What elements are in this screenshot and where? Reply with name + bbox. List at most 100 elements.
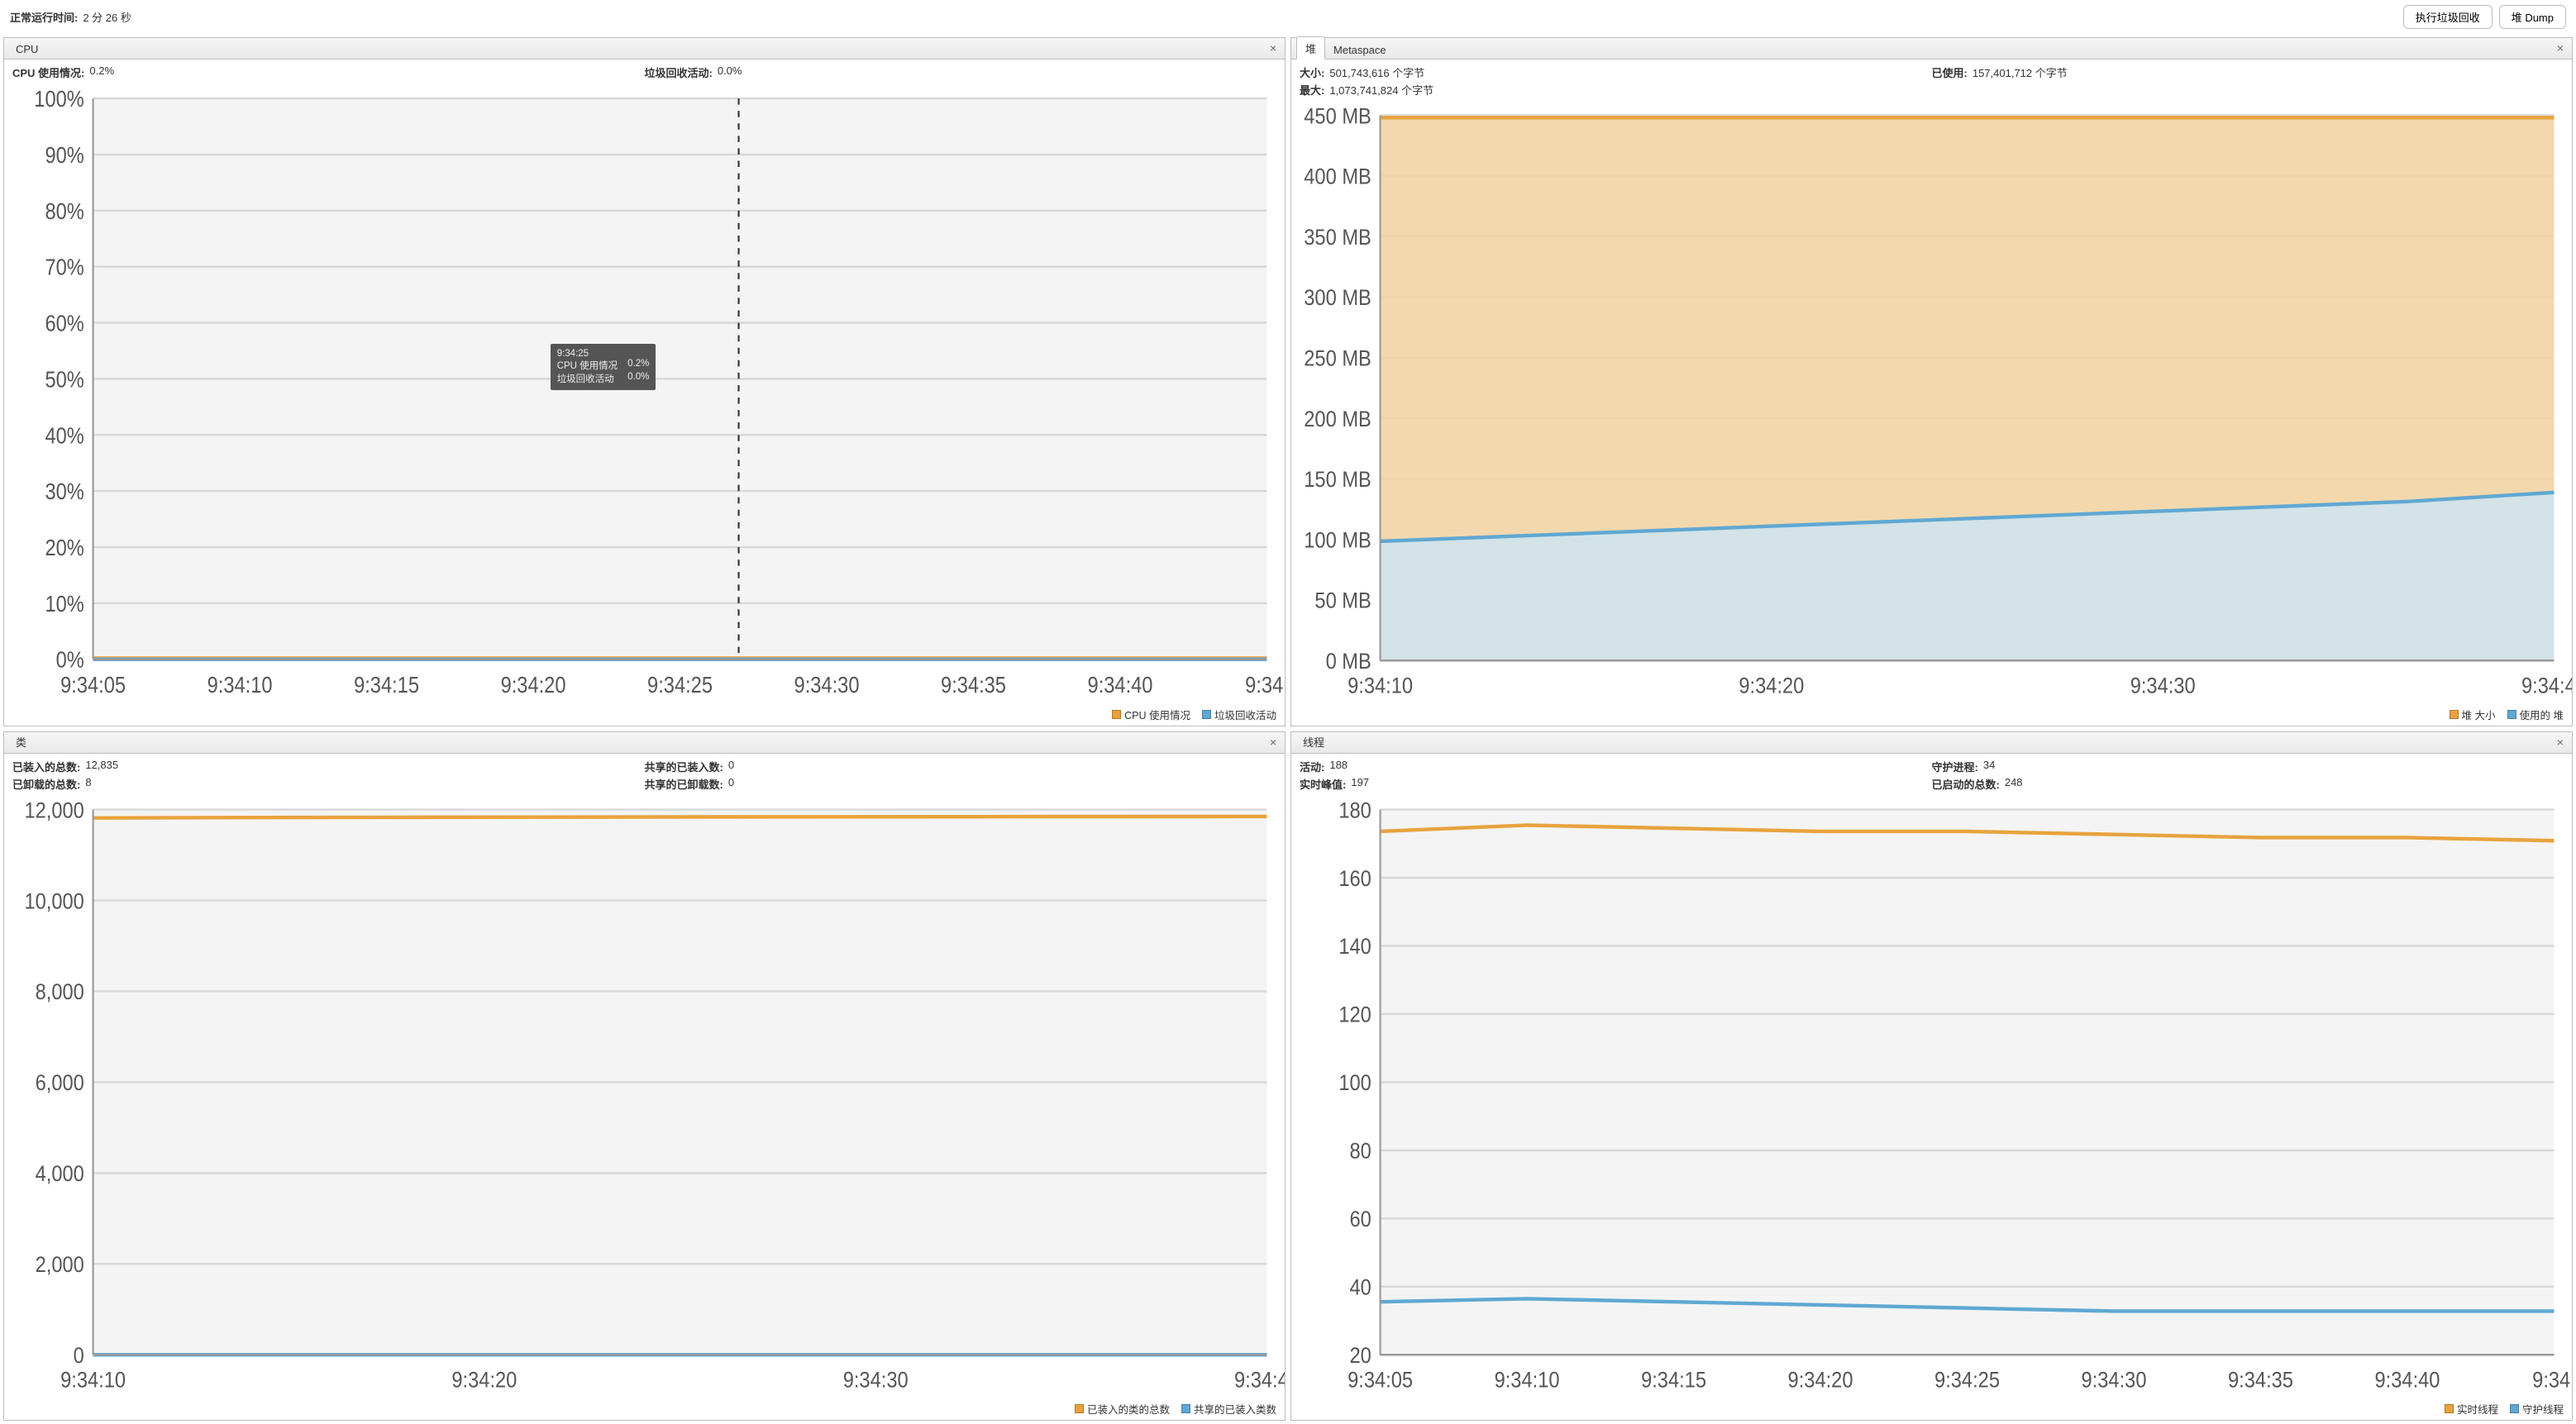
svg-text:100 MB: 100 MB xyxy=(1304,528,1371,553)
classes-loaded-value: 12,835 xyxy=(85,759,118,774)
cpu-legend-b: 垃圾回收活动 xyxy=(1214,707,1276,722)
threads-started-value: 248 xyxy=(2005,776,2023,792)
classes-unloaded-value: 8 xyxy=(85,776,91,792)
svg-text:10%: 10% xyxy=(45,592,83,617)
svg-text:9:34:25: 9:34:25 xyxy=(1934,1368,2000,1393)
classes-loaded-label: 已装入的总数: xyxy=(12,759,80,774)
uptime-label: 正常运行时间: xyxy=(10,9,78,25)
svg-text:9:34:35: 9:34:35 xyxy=(2228,1368,2293,1393)
svg-text:9:34:20: 9:34:20 xyxy=(1739,674,1804,698)
legend-swatch-b xyxy=(1181,1404,1190,1413)
svg-text:120: 120 xyxy=(1338,1003,1371,1027)
svg-text:400 MB: 400 MB xyxy=(1304,164,1371,189)
tab-metaspace[interactable]: Metaspace xyxy=(1325,40,1395,59)
svg-text:60%: 60% xyxy=(45,312,83,336)
svg-text:0 MB: 0 MB xyxy=(1326,650,1371,674)
classes-shared-unloaded-value: 0 xyxy=(728,776,734,792)
svg-text:9:34:30: 9:34:30 xyxy=(2082,1368,2147,1393)
threads-daemon-label: 守护进程: xyxy=(1932,759,1978,774)
topbar-actions: 执行垃圾回收 堆 Dump xyxy=(2403,5,2566,29)
threads-legend: 实时线程 守护线程 xyxy=(1291,1399,2572,1420)
threads-title: 线程 xyxy=(1296,731,1331,753)
heap-used-value: 157,401,712 个字节 xyxy=(1973,64,2068,80)
threads-started-label: 已启动的总数: xyxy=(1932,776,2000,792)
legend-swatch-a xyxy=(2445,1404,2454,1413)
svg-text:100: 100 xyxy=(1338,1071,1371,1096)
svg-text:9:34:15: 9:34:15 xyxy=(1641,1368,1706,1393)
svg-text:9:34:15: 9:34:15 xyxy=(354,673,419,698)
heap-max-label: 最大: xyxy=(1300,82,1324,98)
classes-legend: 已装入的类的总数 共享的已装入类数 xyxy=(4,1399,1285,1420)
svg-text:20%: 20% xyxy=(45,536,83,560)
svg-text:250 MB: 250 MB xyxy=(1304,346,1371,371)
tab-heap[interactable]: 堆 xyxy=(1296,36,1325,60)
threads-live-value: 188 xyxy=(1329,759,1348,774)
svg-text:100%: 100% xyxy=(34,88,83,112)
panels-grid: CPU × CPU 使用情况:0.2% 垃圾回收活动:0.0% 0%10%20%… xyxy=(0,34,2576,1424)
legend-swatch-b xyxy=(1202,710,1211,719)
classes-chart[interactable]: 02,0004,0006,0008,00010,00012,0009:34:10… xyxy=(4,793,1285,1399)
threads-peak-value: 197 xyxy=(1351,776,1369,792)
heap-size-label: 大小: xyxy=(1300,64,1324,80)
svg-text:160: 160 xyxy=(1338,866,1371,891)
svg-text:4,000: 4,000 xyxy=(36,1162,84,1187)
svg-text:30%: 30% xyxy=(45,480,83,505)
uptime-value: 2 分 26 秒 xyxy=(83,9,131,25)
legend-swatch-a xyxy=(2450,710,2459,719)
classes-shared-loaded-label: 共享的已装入数: xyxy=(645,759,723,774)
svg-text:90%: 90% xyxy=(45,143,83,168)
svg-text:9:34:30: 9:34:30 xyxy=(843,1368,909,1393)
legend-swatch-b xyxy=(2507,710,2516,719)
svg-text:8,000: 8,000 xyxy=(36,980,84,1005)
threads-legend-b: 守护线程 xyxy=(2522,1401,2564,1417)
classes-title: 类 xyxy=(9,731,33,753)
cpu-chart[interactable]: 0%10%20%30%40%50%60%70%80%90%100%9:34:05… xyxy=(4,82,1285,705)
svg-text:9:34:40: 9:34:40 xyxy=(1234,1368,1285,1393)
cpu-usage-value: 0.2% xyxy=(89,64,114,80)
svg-text:2,000: 2,000 xyxy=(36,1253,84,1278)
threads-panel: 线程 × 活动:188 实时峰值:197 守护进程:34 已启动的总数:248 … xyxy=(1290,731,2573,1421)
svg-text:140: 140 xyxy=(1338,935,1371,960)
heap-stats: 大小:501,743,616 个字节 最大:1,073,741,824 个字节 … xyxy=(1291,60,2572,99)
svg-text:9:34:10: 9:34:10 xyxy=(1348,674,1413,698)
threads-chart[interactable]: 204060801001201401601809:34:059:34:109:3… xyxy=(1291,793,2572,1399)
classes-legend-b: 共享的已装入类数 xyxy=(1194,1401,1276,1417)
close-icon[interactable]: × xyxy=(1267,41,1280,55)
heap-legend-b: 使用的 堆 xyxy=(2520,707,2564,722)
cpu-titlebar: CPU × xyxy=(4,38,1285,60)
svg-text:20: 20 xyxy=(1349,1344,1371,1369)
svg-text:9:34:20: 9:34:20 xyxy=(501,673,566,698)
svg-text:450 MB: 450 MB xyxy=(1304,104,1371,129)
cpu-title: CPU xyxy=(9,40,45,59)
legend-swatch-b xyxy=(2510,1404,2519,1413)
legend-swatch-a xyxy=(1112,710,1121,719)
svg-text:12,000: 12,000 xyxy=(24,798,83,823)
cpu-usage-label: CPU 使用情况: xyxy=(12,64,84,80)
classes-stats: 已装入的总数:12,835 已卸载的总数:8 共享的已装入数:0 共享的已卸载数… xyxy=(4,754,1285,793)
threads-live-label: 活动: xyxy=(1300,759,1324,774)
svg-text:50 MB: 50 MB xyxy=(1314,588,1371,613)
svg-text:60: 60 xyxy=(1349,1207,1371,1232)
close-icon[interactable]: × xyxy=(1267,736,1280,749)
heap-chart[interactable]: 0 MB50 MB100 MB150 MB200 MB250 MB300 MB3… xyxy=(1291,99,2572,705)
svg-text:9:34:20: 9:34:20 xyxy=(1788,1368,1853,1393)
threads-peak-label: 实时峰值: xyxy=(1300,776,1346,792)
close-icon[interactable]: × xyxy=(2554,736,2567,749)
svg-text:0: 0 xyxy=(74,1344,84,1369)
svg-text:180: 180 xyxy=(1338,798,1371,823)
legend-swatch-a xyxy=(1075,1404,1084,1413)
svg-text:150 MB: 150 MB xyxy=(1304,468,1371,493)
svg-text:200 MB: 200 MB xyxy=(1304,407,1371,431)
heap-dump-button[interactable]: 堆 Dump xyxy=(2499,5,2566,29)
svg-text:9:34:10: 9:34:10 xyxy=(1495,1368,1560,1393)
svg-text:9:34:40: 9:34:40 xyxy=(2521,674,2572,698)
close-icon[interactable]: × xyxy=(2554,41,2567,55)
topbar: 正常运行时间: 2 分 26 秒 执行垃圾回收 堆 Dump xyxy=(0,0,2576,34)
svg-text:6,000: 6,000 xyxy=(36,1071,84,1096)
svg-text:9:34:20: 9:34:20 xyxy=(451,1368,517,1393)
svg-text:10,000: 10,000 xyxy=(24,889,83,914)
svg-text:9:34:40: 9:34:40 xyxy=(2375,1368,2440,1393)
svg-text:350 MB: 350 MB xyxy=(1304,226,1371,250)
heap-used-label: 已使用: xyxy=(1932,64,1968,80)
perform-gc-button[interactable]: 执行垃圾回收 xyxy=(2403,5,2493,29)
